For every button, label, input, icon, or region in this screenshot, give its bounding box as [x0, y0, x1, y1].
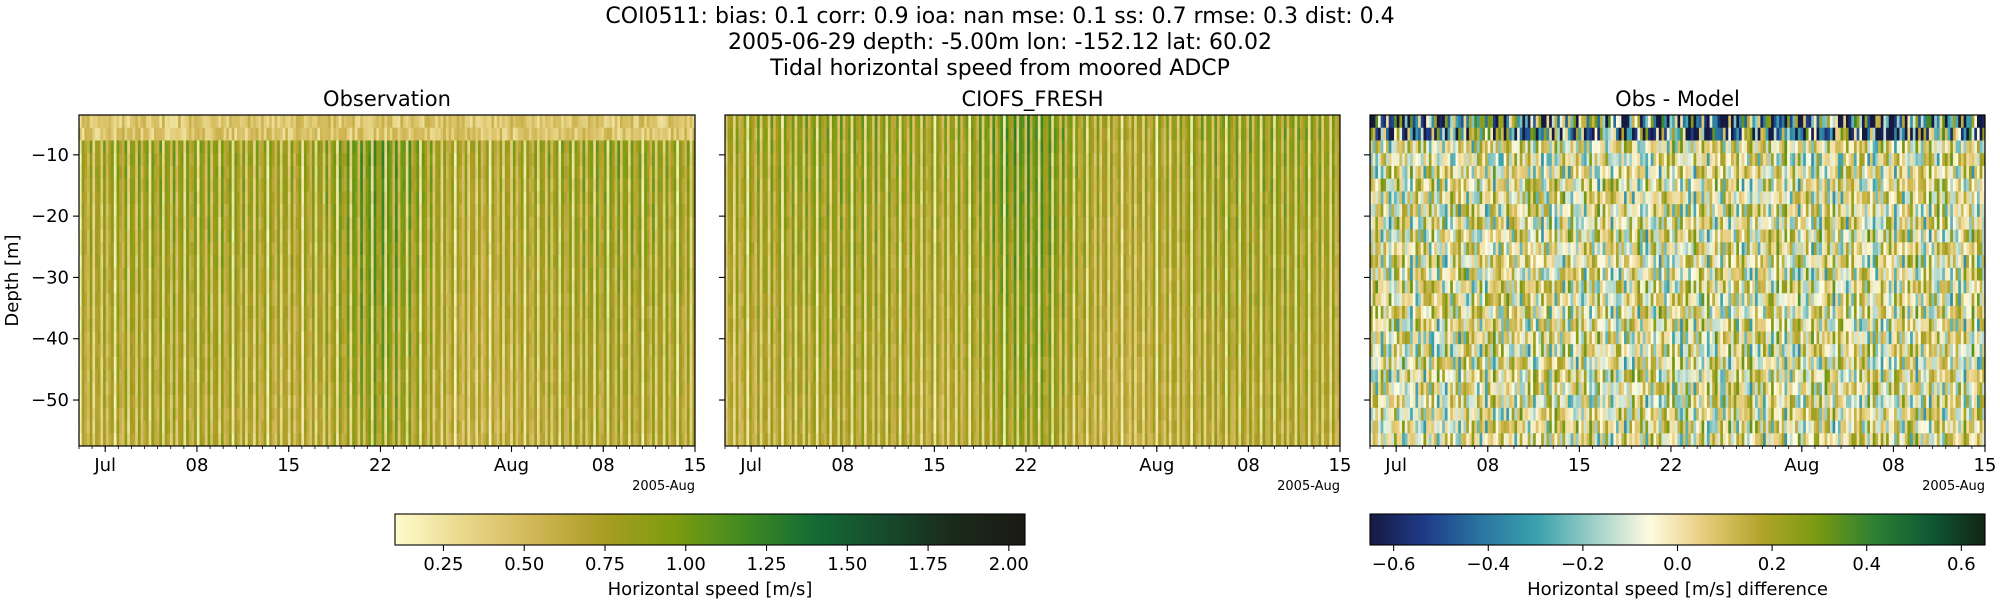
- y-tick-label: −40: [31, 329, 69, 350]
- panel-title: Obs - Model: [1615, 87, 1740, 111]
- y-tick-label: −10: [31, 145, 69, 166]
- axes-frame: [1369, 114, 1986, 447]
- colorbar-tick-label: 0.6: [1947, 554, 1976, 575]
- x-tick-label: 08: [592, 455, 615, 476]
- colorbar-tick-label: 1.25: [746, 554, 786, 575]
- colorbar-gradient: [1369, 513, 1986, 546]
- x-tick-label: Jul: [93, 455, 116, 476]
- panel-title: Observation: [323, 87, 451, 111]
- x-tick-label: Aug: [1139, 455, 1174, 476]
- y-tick-label: −30: [31, 267, 69, 288]
- x-tick-label: 22: [369, 455, 392, 476]
- x-tick-label: Aug: [1784, 455, 1819, 476]
- x-offset-label: 2005-Aug: [1277, 479, 1340, 494]
- heatmap-cells: [1370, 115, 1985, 446]
- colorbar-tick-label: 1.00: [666, 554, 706, 575]
- x-tick-label: 08: [1882, 455, 1905, 476]
- x-offset-label: 2005-Aug: [1922, 479, 1985, 494]
- heatmap-cells: [725, 115, 1340, 446]
- colorbar-label: Horizontal speed [m/s]: [608, 579, 813, 600]
- y-axis-label: Depth [m]: [2, 234, 23, 326]
- x-offset-label: 2005-Aug: [632, 479, 695, 494]
- panel-3: Obs - Model Jul 08 15 22 Aug 08 15 2005-Aug: [1364, 87, 1996, 494]
- colorbar-1: 0.25 0.50 0.75 1.00 1.25 1.50 1.75 2.00 Horizont…: [394, 513, 1029, 600]
- x-tick-label: 15: [1568, 455, 1591, 476]
- axes-frame: [724, 114, 1341, 447]
- colorbar-tick-label: 0.4: [1852, 554, 1881, 575]
- x-tick-label: 15: [923, 455, 946, 476]
- colorbar-label: Horizontal speed [m/s] difference: [1527, 579, 1828, 600]
- colorbar-gradient: [394, 513, 1026, 546]
- colorbar-tick-label: 0.25: [423, 554, 463, 575]
- colorbar-tick-label: −0.4: [1466, 554, 1510, 575]
- colorbar-tick-label: −0.2: [1561, 554, 1605, 575]
- colorbar-2: −0.6 −0.4 −0.2 0.0 0.2 0.4 0.6 Horizontal speed…: [1369, 513, 1986, 600]
- colorbar-tick-label: 2.00: [989, 554, 1029, 575]
- x-tick-label: 08: [831, 455, 854, 476]
- colorbar-tick-label: 0.50: [504, 554, 544, 575]
- colorbar-tick-label: −0.6: [1372, 554, 1416, 575]
- colorbar-tick-label: 0.0: [1663, 554, 1692, 575]
- suptitle-line-2: 2005-06-29 depth: -5.00m lon: -152.12 la…: [728, 30, 1272, 55]
- panel-title: CIOFS_FRESH: [962, 87, 1104, 112]
- x-tick-label: 08: [1237, 455, 1260, 476]
- x-tick-label: 22: [1660, 455, 1683, 476]
- x-tick-label: 15: [1329, 455, 1352, 476]
- colorbar-tick-label: 0.2: [1758, 554, 1787, 575]
- colorbar-tick-label: 0.75: [585, 554, 625, 575]
- panel-2: CIOFS_FRESH Jul 08 15 22 Aug 08 15 2005-Aug: [719, 87, 1351, 494]
- colorbar-tick-label: 1.50: [827, 554, 867, 575]
- suptitle-line-3: Tidal horizontal speed from moored ADCP: [769, 56, 1230, 81]
- panel-1: Observation −10 −20 −30 −40 −50 Depth [m] Jul 08…: [2, 87, 706, 494]
- x-tick-label: Jul: [1384, 455, 1407, 476]
- y-tick-label: −20: [31, 206, 69, 227]
- x-tick-label: 15: [684, 455, 707, 476]
- x-tick-label: 22: [1015, 455, 1038, 476]
- y-tick-label: −50: [31, 390, 69, 411]
- x-tick-label: 08: [186, 455, 209, 476]
- suptitle-line-1: COI0511: bias: 0.1 corr: 0.9 ioa: nan ms…: [605, 4, 1394, 29]
- x-tick-label: Jul: [739, 455, 762, 476]
- axes-frame: [78, 114, 696, 447]
- x-tick-label: 08: [1476, 455, 1499, 476]
- x-tick-label: 15: [1974, 455, 1997, 476]
- x-tick-label: Aug: [494, 455, 529, 476]
- heatmap-cells: [79, 115, 695, 446]
- colorbar-tick-label: 1.75: [908, 554, 948, 575]
- x-tick-label: 15: [277, 455, 300, 476]
